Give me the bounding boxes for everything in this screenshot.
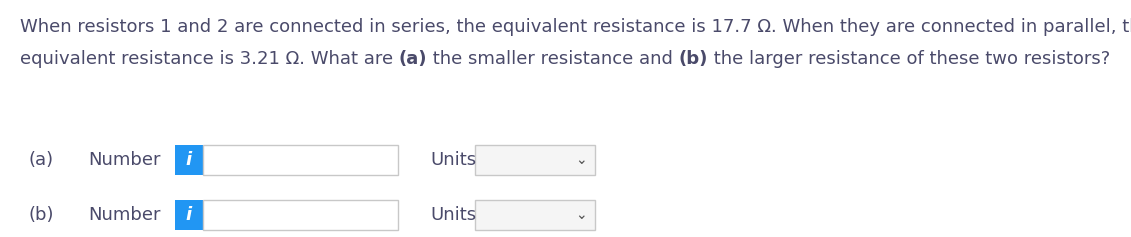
- Text: When resistors 1 and 2 are connected in series, the equivalent resistance is 17.: When resistors 1 and 2 are connected in …: [20, 18, 1131, 36]
- Text: (b): (b): [28, 206, 53, 224]
- FancyBboxPatch shape: [175, 200, 202, 230]
- Text: (b): (b): [679, 50, 708, 68]
- FancyBboxPatch shape: [202, 145, 398, 175]
- Text: Number: Number: [88, 151, 161, 169]
- Text: the smaller resistance and: the smaller resistance and: [428, 50, 679, 68]
- Text: equivalent resistance is 3.21 Ω. What are: equivalent resistance is 3.21 Ω. What ar…: [20, 50, 399, 68]
- Text: Units: Units: [430, 206, 476, 224]
- Text: ⌄: ⌄: [576, 208, 587, 222]
- Text: i: i: [185, 151, 192, 169]
- FancyBboxPatch shape: [475, 200, 595, 230]
- Text: Number: Number: [88, 206, 161, 224]
- Text: (a): (a): [399, 50, 428, 68]
- Text: i: i: [185, 206, 192, 224]
- FancyBboxPatch shape: [175, 145, 202, 175]
- Text: (a): (a): [28, 151, 53, 169]
- Text: ⌄: ⌄: [576, 153, 587, 167]
- FancyBboxPatch shape: [202, 200, 398, 230]
- Text: the larger resistance of these two resistors?: the larger resistance of these two resis…: [708, 50, 1111, 68]
- FancyBboxPatch shape: [475, 145, 595, 175]
- Text: Units: Units: [430, 151, 476, 169]
